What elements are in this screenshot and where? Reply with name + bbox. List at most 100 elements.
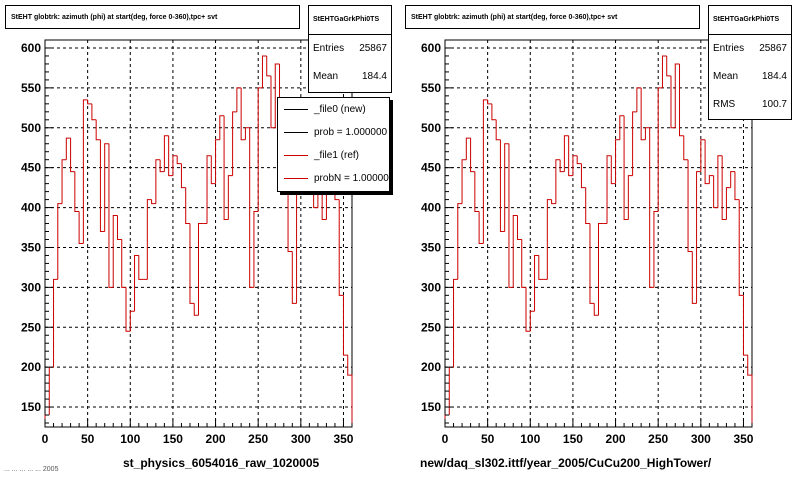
left-histogram-bin	[193, 303, 199, 316]
right-histogram-bin	[619, 115, 625, 140]
right-histogram-bin	[632, 111, 637, 176]
right-x-tick-label: 200	[606, 432, 626, 446]
right-y-tick-label: 200	[421, 360, 441, 374]
right-x-tick-label: 150	[563, 432, 583, 446]
left-y-tick-label: 250	[21, 320, 41, 334]
left-x-tick-label: 350	[333, 432, 353, 446]
right-histogram-bin	[661, 55, 667, 88]
left-histogram-bin	[215, 139, 220, 184]
right-histogram-bin	[538, 255, 544, 280]
left-histogram-bin	[108, 143, 114, 288]
right-histogram-bin	[478, 211, 484, 244]
left-histogram-bin	[87, 99, 92, 105]
left-y-tick-label: 600	[21, 41, 41, 55]
left-histogram-bin	[206, 155, 212, 224]
left-histogram-bin	[227, 175, 233, 220]
left-histogram-bin	[125, 287, 131, 332]
left-stats-entries-value: 25867	[359, 43, 387, 54]
left-histogram-title: StEHT globtrk: azimuth (phi) at start(de…	[5, 5, 300, 29]
right-stats-mean-value: 184.4	[761, 71, 787, 82]
right-histogram-bin	[640, 87, 646, 141]
right-x-tick-label: 300	[691, 432, 711, 446]
right-histogram-bin	[465, 137, 471, 160]
right-x-tick-label: 100	[520, 432, 540, 446]
right-histogram-bin	[508, 143, 514, 288]
right-histogram-bin	[644, 127, 650, 140]
left-x-axis-title: st_physics_6054016_raw_1020005	[123, 456, 320, 470]
left-histogram-bin	[99, 139, 105, 233]
left-histogram-bin	[236, 87, 242, 112]
right-histogram-bin	[512, 215, 518, 288]
right-histogram-bin	[725, 187, 731, 220]
right-x-tick-label: 50	[481, 432, 495, 446]
right-histogram-bin	[525, 287, 531, 332]
left-stats-box: StEHTGaGrkPhi0TS Entries 25867 Mean 184.…	[308, 5, 392, 93]
right-histogram-bin	[615, 139, 620, 184]
left-histogram-bin	[121, 239, 127, 288]
legend-swatch	[284, 155, 308, 156]
right-y-tick-label: 350	[421, 240, 441, 254]
right-histogram-bin	[568, 135, 573, 177]
left-histogram-pad: 0 50 100 150 200 250 300 350 150 200 250 300 350 400 4…	[5, 5, 392, 470]
right-histogram-bin	[534, 254, 539, 312]
right-histogram-bin	[721, 155, 727, 221]
left-histogram-bin	[261, 55, 267, 88]
left-histogram-bin	[155, 159, 161, 204]
left-stats-mean-value: 184.4	[361, 71, 387, 82]
right-histogram-bin	[448, 366, 454, 416]
right-histogram-plot: 0 50 100 150 200 250 300 350 150 200 250 300 350 400 4…	[421, 39, 754, 446]
left-histogram-bin	[65, 137, 71, 160]
left-histogram-bin	[44, 414, 50, 427]
right-histogram-bin	[461, 159, 467, 204]
left-histogram-bin	[338, 199, 344, 296]
right-x-tick-label: 350	[733, 432, 753, 446]
left-histogram-bin	[129, 310, 135, 332]
right-x-tick-label: 250	[648, 432, 668, 446]
left-histogram-bin	[223, 115, 229, 221]
left-histogram-bin	[172, 155, 178, 176]
right-histogram-bin	[687, 159, 693, 252]
right-histogram-bin	[482, 99, 488, 244]
left-y-tick-label: 350	[21, 240, 41, 254]
right-histogram-bin	[606, 155, 612, 224]
left-histogram-bin	[168, 135, 173, 177]
right-histogram-bin	[742, 295, 748, 356]
legend-entry-prob: prob = 1.000000	[278, 121, 389, 144]
left-histogram-bin	[210, 155, 216, 185]
right-histogram-bin	[551, 199, 556, 205]
legend-entry-file0: _file0 (new)	[278, 98, 389, 121]
right-histogram-bin	[474, 171, 480, 213]
left-histogram-bin	[104, 143, 109, 232]
left-histogram-bin	[253, 211, 259, 288]
right-histogram-bin	[636, 87, 642, 112]
left-histogram-bin	[219, 115, 225, 140]
right-histogram-bin	[717, 155, 723, 208]
right-y-tick-label: 600	[421, 41, 441, 55]
right-histogram-bin	[610, 155, 616, 185]
left-histogram-bin	[48, 366, 54, 416]
right-histogram-bin	[738, 199, 744, 296]
left-y-tick-label: 150	[21, 400, 41, 414]
left-y-tick-label: 300	[21, 280, 41, 294]
left-histogram-bin	[291, 251, 297, 304]
right-stats-name: StEHTGaGrkPhi0TS	[709, 6, 791, 35]
left-x-tick-label: 200	[206, 432, 226, 446]
right-histogram-bin	[504, 143, 509, 232]
right-x-axis-title: new/daq_sl302.ittf/year_2005/CuCu200_Hig…	[420, 456, 712, 470]
right-y-tick-label: 550	[421, 81, 441, 95]
legend-entry-probn: probN = 1.000000	[278, 167, 389, 190]
footer-text: ... ... ... ... ... 2005	[4, 466, 59, 473]
right-histogram-bin	[487, 99, 492, 105]
left-histogram-bin	[266, 55, 271, 77]
right-histogram-bin	[704, 139, 710, 185]
right-histogram-bin	[649, 127, 654, 288]
left-histogram-plot: 0 50 100 150 200 250 300 350 150 200 250 300 350 400 4…	[21, 39, 354, 446]
right-histogram-bin	[657, 87, 663, 212]
right-histogram-bin	[559, 159, 565, 173]
left-histogram-bin	[57, 203, 63, 280]
right-histogram-bin	[593, 303, 599, 316]
right-histogram-bin	[623, 115, 629, 221]
right-histogram-bin	[495, 119, 501, 141]
right-y-tick-label: 400	[421, 201, 441, 215]
left-histogram-bin	[347, 355, 353, 427]
